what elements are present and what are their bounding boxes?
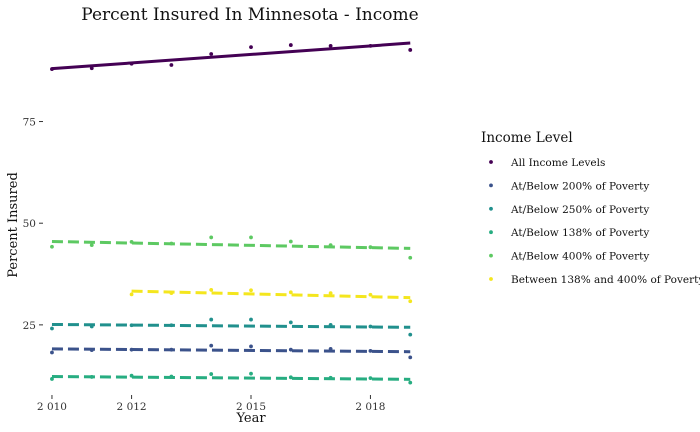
legend-label: All Income Levels	[510, 157, 605, 169]
series	[50, 41, 413, 71]
y-axis: 25 50 75	[23, 117, 43, 332]
data-point	[368, 43, 373, 48]
trend-line	[51, 240, 411, 250]
legend: Income Level All Income Levels At/Below 2…	[481, 130, 700, 286]
data-point	[368, 245, 373, 250]
legend-key	[489, 206, 493, 211]
data-point	[408, 255, 413, 260]
x-tick-label: 2 018	[355, 401, 385, 413]
legend-label: At/Below 250% of Poverty	[510, 204, 649, 216]
data-point	[129, 61, 134, 66]
data-point	[129, 323, 134, 328]
data-point	[328, 291, 333, 296]
legend-label: At/Below 200% of Poverty	[510, 180, 649, 192]
data-point	[328, 322, 333, 327]
plot-area	[50, 41, 413, 385]
data-point	[249, 371, 253, 376]
data-point	[50, 350, 54, 355]
data-point	[89, 324, 94, 329]
data-point	[408, 355, 413, 360]
data-point	[368, 324, 373, 329]
data-point	[288, 43, 293, 47]
data-point	[129, 292, 134, 297]
trend-line	[51, 322, 411, 329]
trend-line	[51, 41, 411, 71]
y-tick-label: 75	[23, 117, 36, 129]
y-tick-label: 50	[23, 218, 36, 230]
x-tick-label: 2 012	[117, 401, 147, 413]
series	[50, 371, 413, 385]
data-point	[209, 52, 214, 56]
x-tick-label: 2 010	[37, 401, 67, 413]
data-point	[249, 288, 253, 293]
data-point	[89, 348, 94, 352]
series	[50, 343, 413, 360]
data-point	[328, 346, 333, 351]
data-point	[50, 67, 54, 71]
data-point	[368, 292, 373, 297]
data-point	[89, 243, 94, 248]
legend-key	[489, 253, 493, 258]
data-point	[288, 290, 293, 295]
y-tick-label: 25	[23, 320, 36, 332]
legend-key	[489, 277, 493, 281]
series	[50, 235, 413, 260]
legend-key	[489, 183, 493, 188]
data-point	[408, 332, 413, 337]
trend-line	[51, 347, 411, 354]
series	[50, 317, 413, 337]
data-point	[368, 376, 373, 381]
data-point	[129, 373, 134, 378]
data-point	[249, 45, 253, 50]
trend-line	[51, 375, 411, 381]
data-point	[249, 317, 253, 322]
chart-title: Percent Insured In Minnesota - Income	[81, 5, 418, 25]
data-point	[288, 347, 293, 352]
legend-title: Income Level	[481, 130, 573, 146]
x-axis-title: Year	[235, 411, 266, 426]
data-point	[169, 291, 174, 296]
legend-key	[489, 230, 493, 235]
data-point	[288, 239, 293, 244]
data-point	[50, 326, 54, 331]
data-point	[368, 348, 373, 353]
data-point	[209, 235, 214, 240]
data-point	[129, 347, 134, 352]
data-point	[169, 374, 174, 379]
series	[129, 287, 413, 304]
legend-label: Between 138% and 400% of Poverty	[511, 274, 700, 286]
data-point	[249, 344, 253, 349]
x-axis: 2 010 2 012 2 015 2 018	[37, 395, 385, 413]
data-point	[169, 241, 174, 246]
data-point	[288, 320, 293, 325]
data-point	[169, 323, 174, 328]
legend-key	[489, 160, 493, 164]
x-tick-label: 2 015	[236, 401, 266, 413]
data-point	[209, 343, 214, 348]
data-point	[249, 235, 253, 240]
data-point	[89, 375, 94, 379]
data-point	[328, 375, 333, 380]
data-point	[288, 375, 293, 380]
data-point	[328, 243, 333, 248]
data-point	[408, 380, 413, 385]
data-point	[50, 377, 54, 381]
data-point	[209, 287, 214, 292]
data-point	[169, 347, 174, 352]
legend-label: At/Below 400% of Poverty	[510, 251, 649, 263]
trend-line	[131, 289, 411, 300]
data-point	[89, 66, 94, 71]
data-point	[408, 299, 413, 304]
data-point	[328, 43, 333, 48]
data-point	[408, 48, 413, 52]
y-axis-title: Percent Insured	[6, 172, 21, 278]
legend-label: At/Below 138% of Poverty	[510, 227, 649, 239]
data-point	[50, 244, 54, 249]
data-point	[169, 63, 174, 67]
data-point	[209, 372, 214, 376]
data-point	[129, 240, 134, 244]
data-point	[209, 317, 214, 322]
